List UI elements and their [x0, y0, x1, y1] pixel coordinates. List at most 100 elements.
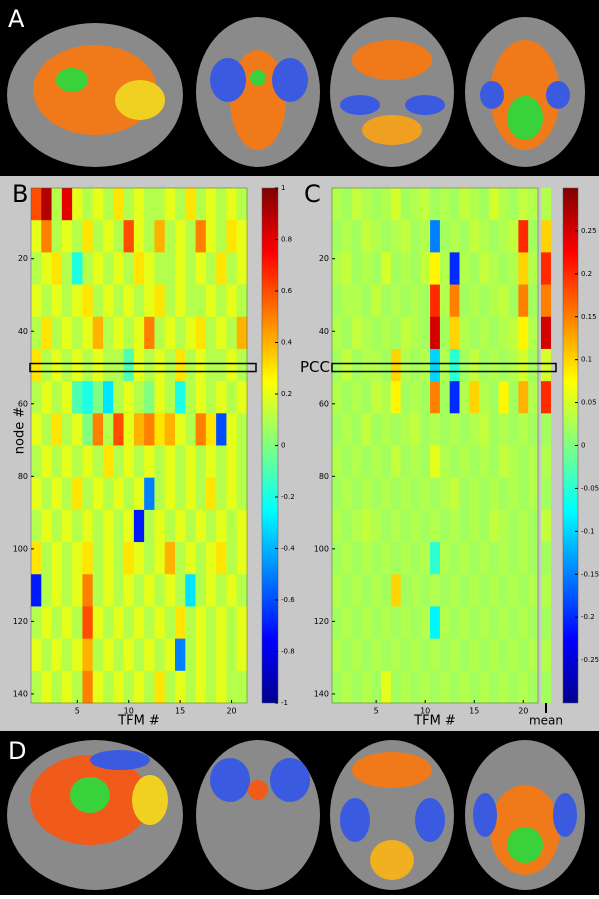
- heatmap-cell: [371, 348, 382, 382]
- panel-label: C: [304, 180, 321, 208]
- heatmap-cell: [236, 381, 248, 414]
- heatmap-cell: [449, 606, 460, 639]
- heatmap-cell: [341, 381, 352, 414]
- heatmap-cell: [430, 220, 441, 253]
- heatmap-cell: [371, 413, 382, 446]
- mean-cell: [541, 284, 551, 318]
- heatmap-cell: [61, 574, 73, 607]
- heatmap-cell: [144, 252, 155, 285]
- heatmap-cell: [195, 220, 207, 253]
- heatmap-cell: [236, 509, 248, 543]
- heatmap-cell: [175, 413, 186, 446]
- heatmap-cell: [390, 638, 401, 672]
- heatmap-cell: [488, 188, 500, 221]
- heatmap-cell: [144, 542, 155, 575]
- heatmap-cell: [390, 606, 401, 639]
- heatmap-cell: [508, 188, 519, 221]
- heatmap-cell: [371, 220, 382, 253]
- heatmap-cell: [123, 638, 135, 672]
- heatmap-cell: [498, 606, 509, 639]
- heatmap-cell: [410, 445, 421, 478]
- heatmap-cell: [351, 381, 362, 414]
- heatmap-cell: [61, 413, 73, 446]
- heatmap-cell: [351, 252, 362, 285]
- heatmap-cell: [390, 381, 401, 414]
- heatmap-cell: [61, 606, 73, 639]
- heatmap-cell: [488, 638, 500, 672]
- heatmap-cell: [72, 477, 83, 511]
- heatmap-cell: [175, 284, 186, 318]
- heatmap-cell: [164, 188, 176, 221]
- heatmap-cell: [123, 670, 135, 704]
- heatmap-cell: [479, 542, 490, 575]
- heatmap-cell: [400, 477, 411, 511]
- heatmap-cell: [469, 252, 480, 285]
- heatmap-cell: [185, 413, 196, 446]
- heatmap-cell: [381, 542, 392, 575]
- heatmap-cell: [123, 316, 135, 350]
- x-tick-label: 20: [518, 707, 528, 716]
- heatmap-cell: [175, 606, 186, 639]
- heatmap-cell: [195, 638, 207, 672]
- heatmap-cell: [175, 638, 186, 672]
- heatmap-cell: [205, 509, 217, 543]
- heatmap-cell: [518, 316, 529, 350]
- heatmap-cell: [420, 316, 431, 350]
- heatmap-cell: [164, 220, 176, 253]
- heatmap-cell: [528, 348, 539, 382]
- heatmap-cell: [205, 670, 217, 704]
- heatmap-cell: [113, 220, 124, 253]
- heatmap-cell: [216, 381, 227, 414]
- heatmap-cell: [154, 188, 166, 221]
- heatmap-cell: [113, 284, 124, 318]
- heatmap-cell: [351, 509, 362, 543]
- heatmap-cell: [123, 477, 135, 511]
- heatmap-cell: [82, 220, 94, 253]
- heatmap-cell: [144, 509, 155, 543]
- heatmap-cell: [400, 316, 411, 350]
- heatmap-cell: [41, 252, 52, 285]
- heatmap-cell: [390, 542, 401, 575]
- heatmap-cell: [133, 606, 145, 639]
- heatmap-cell: [133, 348, 145, 382]
- heatmap-cell: [164, 445, 176, 478]
- heatmap-cell: [410, 348, 421, 382]
- heatmap-cell: [449, 638, 460, 672]
- heatmap-cell: [103, 445, 114, 478]
- heatmap-cell: [469, 381, 480, 414]
- heatmap-cell: [72, 445, 83, 478]
- y-tick-label: 100: [13, 544, 28, 553]
- heatmap-cell: [449, 188, 460, 221]
- heatmap-cell: [226, 252, 238, 285]
- heatmap-cell: [72, 220, 83, 253]
- heatmap-cell: [226, 477, 238, 511]
- colorbar-tick-label: -0.2: [281, 493, 295, 501]
- heatmap-cell: [72, 542, 83, 575]
- heatmap-cell: [341, 670, 352, 704]
- heatmap-cell: [103, 542, 114, 575]
- heatmap-cell: [154, 252, 166, 285]
- heatmap-cell: [236, 574, 248, 607]
- heatmap-cell: [508, 542, 519, 575]
- heatmap-cell: [164, 606, 176, 639]
- heatmap-cell: [488, 445, 500, 478]
- heatmap-cell: [175, 477, 186, 511]
- heatmap-cell: [226, 574, 238, 607]
- heatmap-cell: [226, 670, 238, 704]
- heatmap-cell: [449, 316, 460, 350]
- heatmap-cell: [410, 509, 421, 543]
- heatmap-cell: [332, 220, 343, 253]
- colorbar-tick-label: 0: [581, 442, 585, 450]
- heatmap-cell: [479, 316, 490, 350]
- y-tick-label: 120: [13, 617, 28, 626]
- heatmap-cell: [439, 284, 451, 318]
- heatmap-cell: [351, 542, 362, 575]
- x-tick-label: 15: [469, 707, 479, 716]
- heatmap-cell: [216, 509, 227, 543]
- heatmap-cell: [103, 606, 114, 639]
- heatmap-cell: [175, 542, 186, 575]
- heatmap-cell: [488, 381, 500, 414]
- heatmap-cell: [175, 220, 186, 253]
- heatmap-cell: [41, 381, 52, 414]
- heatmap-cell: [92, 574, 104, 607]
